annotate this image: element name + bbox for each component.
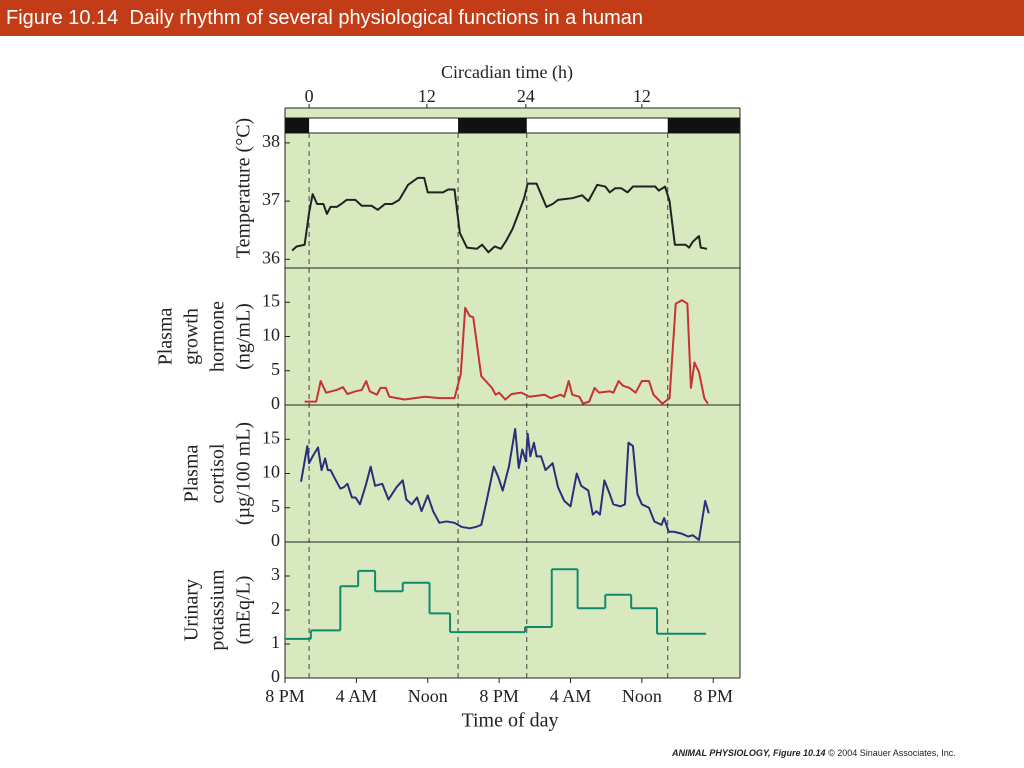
- top-tick-label: 0: [305, 86, 314, 106]
- dark-period: [667, 118, 740, 133]
- y-tick-label: 37: [262, 189, 280, 209]
- footer: ANIMAL PHYSIOLOGY, Figure 10.14 © 2004 S…: [672, 748, 956, 758]
- y-tick-label: 15: [262, 427, 280, 447]
- title-bar: Figure 10.14 Daily rhythm of several phy…: [0, 0, 1024, 36]
- y-tick-label: 0: [271, 666, 280, 686]
- top-tick-label: 24: [517, 86, 535, 106]
- y-tick-label: 0: [271, 530, 280, 550]
- y-axis-label: (ng/mL): [233, 303, 255, 370]
- x-tick-label: 8 PM: [479, 686, 519, 706]
- top-axis-label: Circadian time (h): [441, 62, 573, 83]
- top-tick-label: 12: [633, 86, 651, 106]
- dark-period: [458, 118, 527, 133]
- data-line: [300, 427, 710, 541]
- y-tick-label: 10: [262, 462, 280, 482]
- data-line: [291, 176, 708, 254]
- y-tick-label: 1: [271, 632, 280, 652]
- y-tick-label: 36: [262, 247, 280, 267]
- y-axis-label: potassium: [207, 569, 229, 651]
- x-axis-label: Time of day: [461, 710, 558, 732]
- x-tick-label: 4 AM: [550, 686, 592, 706]
- y-axis-label: (µg/100 mL): [233, 422, 255, 525]
- y-axis-label: Temperature (°C): [233, 118, 255, 258]
- y-axis-label: (mEq/L): [233, 576, 255, 645]
- y-tick-label: 15: [262, 290, 280, 310]
- dark-period: [285, 118, 310, 133]
- credit: © 2004 Sinauer Associates, Inc.: [828, 748, 956, 758]
- y-axis-label: growth: [181, 308, 203, 365]
- x-tick-label: 8 PM: [693, 686, 733, 706]
- y-tick-label: 5: [271, 359, 280, 379]
- y-tick-label: 10: [262, 325, 280, 345]
- x-tick-label: Noon: [622, 686, 662, 706]
- top-tick-label: 12: [418, 86, 436, 106]
- y-axis-label: Plasma: [181, 444, 203, 502]
- y-tick-label: 2: [271, 598, 280, 618]
- y-axis-label: Plasma: [155, 307, 177, 365]
- y-axis-label: cortisol: [207, 443, 229, 503]
- data-line: [304, 299, 709, 405]
- y-tick-label: 3: [271, 564, 280, 584]
- y-tick-label: 0: [271, 393, 280, 413]
- x-tick-label: Noon: [408, 686, 448, 706]
- x-tick-label: 4 AM: [336, 686, 378, 706]
- source: ANIMAL PHYSIOLOGY, Figure 10.14: [672, 748, 826, 758]
- y-axis-label: Urinary: [181, 579, 203, 641]
- y-axis-label: hormone: [207, 301, 229, 372]
- y-tick-label: 5: [271, 496, 280, 516]
- y-tick-label: 38: [262, 131, 280, 151]
- x-tick-label: 8 PM: [265, 686, 305, 706]
